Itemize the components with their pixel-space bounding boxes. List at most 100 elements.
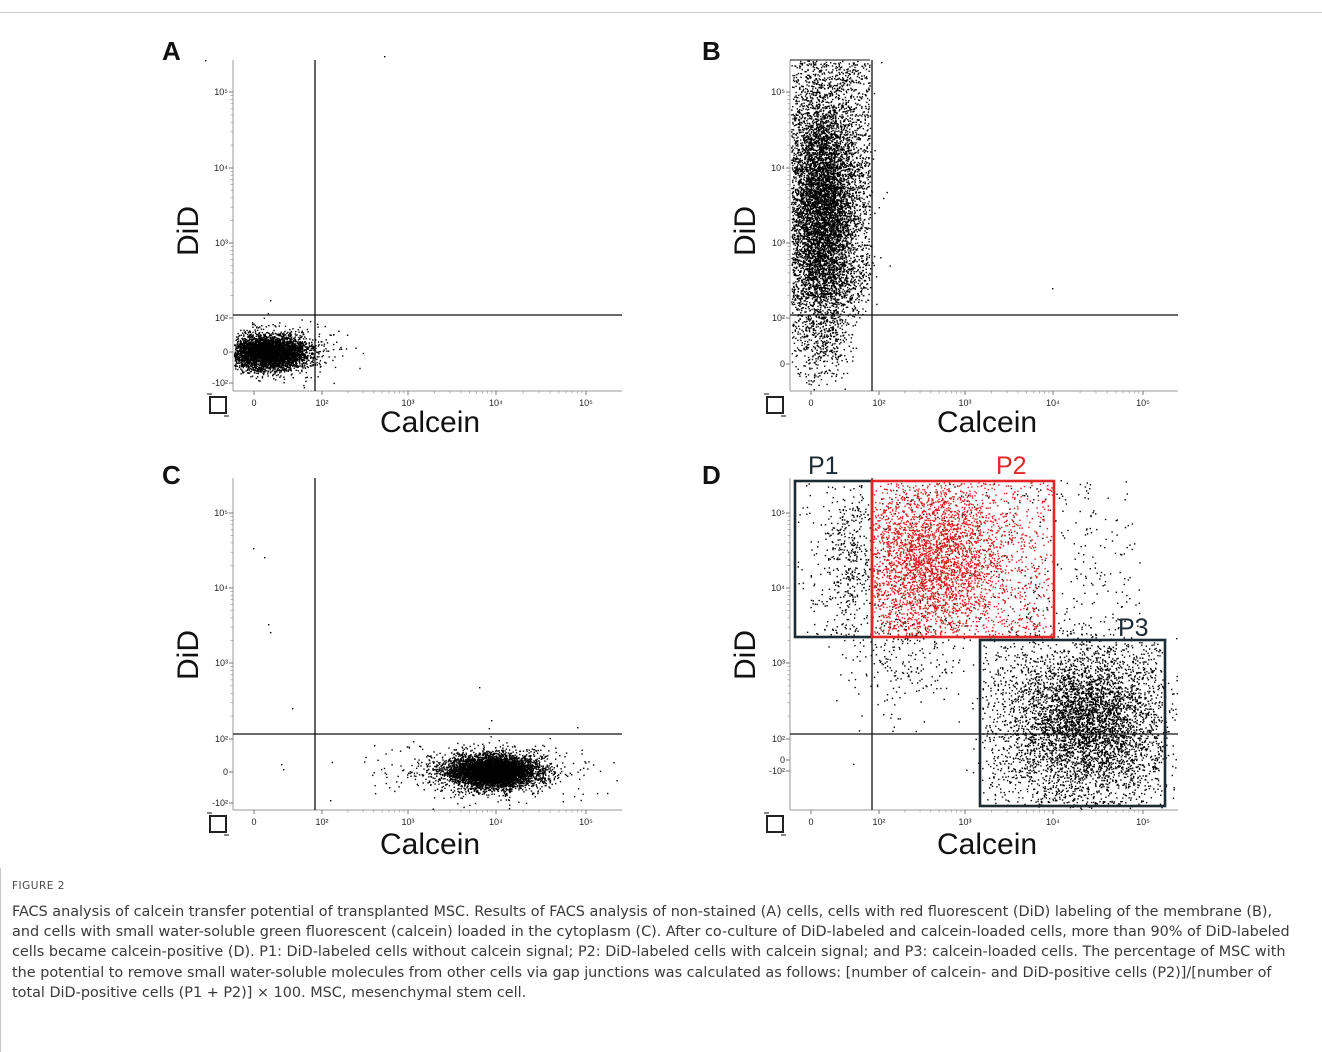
event-dot	[277, 374, 279, 376]
event-dot	[305, 358, 308, 360]
event-dot	[302, 344, 304, 346]
event-dot	[310, 344, 313, 347]
event-dot	[316, 351, 318, 353]
event-dot	[297, 350, 299, 352]
event-dot	[250, 368, 252, 370]
event-dot	[243, 360, 245, 362]
event-dot	[262, 372, 264, 374]
event-dot	[283, 367, 285, 370]
event-dot	[274, 332, 276, 335]
event-dot	[263, 342, 265, 345]
event-dot	[260, 340, 262, 342]
event-dot	[240, 353, 243, 355]
event-dot	[289, 336, 292, 338]
event-dot	[257, 369, 260, 372]
event-dot	[281, 345, 283, 347]
event-dot	[236, 338, 238, 340]
event-dot	[240, 341, 242, 344]
event-dot	[323, 343, 326, 345]
event-dot	[257, 327, 260, 329]
event-dot	[250, 370, 252, 373]
event-dot	[290, 368, 292, 370]
event-dot	[296, 363, 298, 365]
event-dot	[247, 356, 249, 358]
event-dot	[260, 362, 263, 364]
event-dot	[253, 369, 256, 371]
event-dot	[269, 369, 271, 371]
event-dot	[286, 332, 288, 335]
event-dot	[251, 363, 253, 366]
event-dot	[314, 363, 317, 365]
event-dot	[237, 332, 239, 335]
y-tick-label: 0	[223, 347, 228, 357]
event-dot	[272, 331, 274, 334]
event-dot	[290, 343, 292, 345]
event-dot	[269, 338, 271, 340]
event-dot	[301, 366, 303, 368]
event-dot	[237, 336, 239, 338]
event-dot	[242, 338, 244, 340]
event-dot	[270, 364, 272, 366]
event-dot	[285, 367, 287, 370]
event-dot	[257, 334, 259, 337]
page-top-rule	[0, 12, 1322, 13]
event-dot	[257, 336, 259, 338]
event-dot	[264, 333, 267, 335]
event-dot	[295, 334, 297, 337]
event-dot	[312, 339, 314, 341]
event-dot	[274, 325, 276, 327]
y-tick-label: 10³	[215, 238, 228, 248]
event-dot	[279, 366, 282, 369]
event-dot	[296, 349, 298, 352]
event-dot	[302, 332, 304, 334]
event-dot	[243, 329, 245, 332]
event-dot	[246, 362, 248, 365]
event-dot	[299, 343, 301, 346]
event-dot	[272, 338, 274, 340]
event-dot	[309, 338, 311, 340]
event-dot	[312, 356, 314, 359]
event-dot	[239, 341, 241, 343]
event-dot	[251, 368, 253, 371]
event-dot	[319, 350, 321, 353]
event-dot	[297, 339, 300, 341]
event-dot	[302, 365, 304, 367]
event-dot	[244, 340, 247, 343]
event-dot	[257, 368, 259, 370]
event-dot	[301, 335, 303, 337]
event-dot	[308, 352, 311, 354]
event-dot	[300, 336, 303, 338]
event-dot	[244, 332, 246, 334]
event-dot	[238, 365, 241, 367]
event-dot	[315, 347, 317, 350]
event-dot	[251, 341, 253, 343]
event-dot	[313, 357, 315, 359]
event-dot	[301, 370, 303, 373]
event-dot	[253, 343, 255, 345]
event-dot	[238, 366, 241, 369]
event-dot	[236, 344, 239, 346]
event-dot	[241, 370, 244, 372]
event-dot	[247, 339, 249, 342]
event-dot	[245, 339, 248, 341]
event-dot	[308, 343, 310, 345]
event-dot	[318, 356, 320, 358]
event-dot	[237, 345, 239, 347]
event-dot	[297, 353, 299, 356]
caption-left-rule	[0, 868, 1, 1052]
event-dot	[301, 331, 303, 334]
event-dot	[244, 356, 246, 359]
event-dot	[276, 366, 278, 368]
event-dot	[254, 331, 257, 333]
event-dot	[254, 332, 257, 335]
x-axis-label: Calcein	[380, 406, 480, 440]
event-dot	[291, 364, 293, 367]
event-dot	[298, 361, 301, 363]
x-tick-label: 10²	[315, 398, 328, 408]
event-dot	[261, 376, 264, 378]
event-dot	[272, 374, 274, 377]
event-dot	[280, 331, 282, 333]
event-dot	[342, 355, 344, 357]
event-dot	[274, 368, 276, 371]
